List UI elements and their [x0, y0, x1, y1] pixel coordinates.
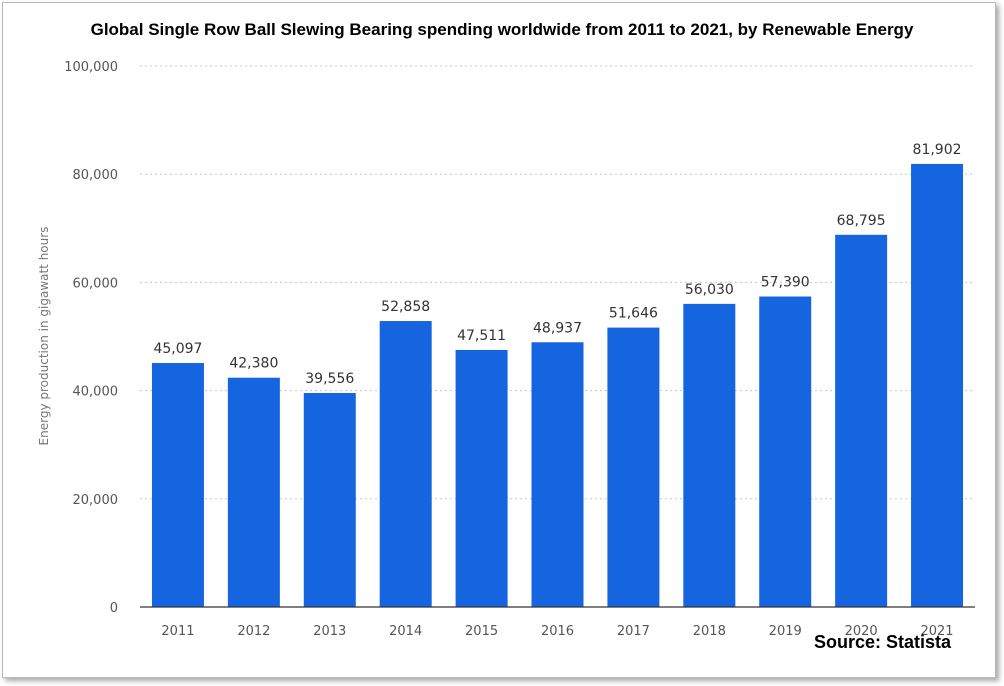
bar — [683, 303, 736, 607]
x-tick-label: 2012 — [237, 624, 270, 639]
bar — [151, 363, 204, 607]
data-label: 81,902 — [913, 142, 962, 158]
bar — [303, 393, 356, 607]
x-tick-label: 2014 — [389, 624, 422, 639]
source-label: Source: Statista — [814, 632, 952, 652]
axes: 0 20,000 40,000 60,000 80,000 100,000 2011 2012… — [64, 60, 975, 639]
bar — [607, 327, 660, 607]
data-label: 57,390 — [761, 275, 810, 291]
y-tick-label: 20,000 — [73, 493, 119, 508]
bars: 45,097 42,380 39,556 52,858 47,511 48,937 51,6… — [151, 142, 964, 608]
data-label: 48,937 — [533, 320, 582, 336]
bar — [227, 377, 280, 607]
x-tick-label: 2011 — [161, 624, 194, 639]
data-label: 68,795 — [837, 213, 886, 229]
data-label: 52,858 — [381, 299, 430, 315]
x-tick-label: 2016 — [541, 624, 574, 639]
y-tick-label: 40,000 — [73, 385, 119, 400]
y-tick-label: 60,000 — [73, 276, 119, 291]
data-label: 47,511 — [457, 328, 506, 344]
x-tick-label: 2015 — [465, 624, 498, 639]
x-tick-label: 2018 — [693, 624, 726, 639]
x-tick-label: 2013 — [313, 624, 346, 639]
bar — [835, 234, 888, 608]
data-label: 51,646 — [609, 306, 658, 322]
x-tick-label: 2020 — [845, 624, 878, 639]
y-axis-label: Energy production in gigawatt hours — [37, 227, 51, 446]
x-tick-label: 2019 — [769, 624, 802, 639]
chart-title: Global Single Row Ball Slewing Bearing s… — [90, 20, 914, 39]
x-tick-label: 2021 — [920, 624, 953, 639]
y-tick-label: 100,000 — [64, 60, 118, 75]
data-label: 45,097 — [153, 341, 202, 357]
data-label: 56,030 — [685, 282, 734, 298]
x-tick-label: 2017 — [617, 624, 650, 639]
data-label: 39,556 — [305, 371, 354, 387]
bar — [531, 342, 584, 607]
bar — [911, 163, 964, 607]
data-label: 42,380 — [229, 356, 278, 372]
y-tick-label: 0 — [110, 601, 118, 616]
bar — [455, 349, 508, 607]
bar — [759, 296, 812, 607]
bar — [379, 321, 432, 607]
y-tick-label: 80,000 — [73, 168, 119, 183]
